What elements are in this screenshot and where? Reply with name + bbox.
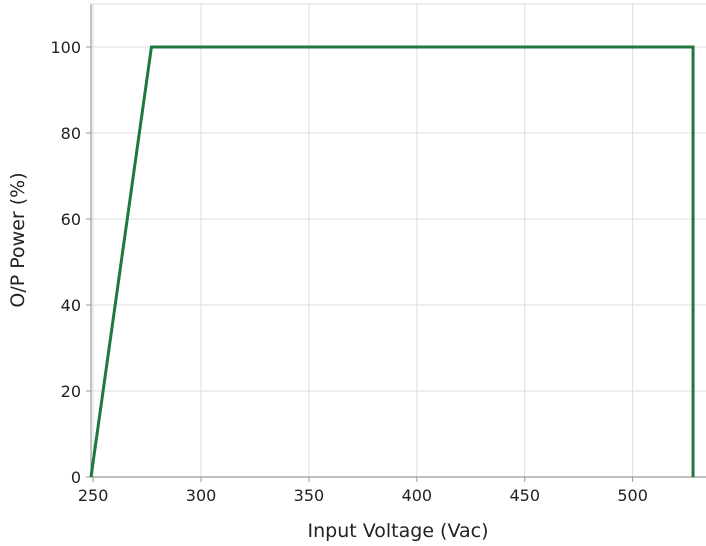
tick-labels: 250 300 350 400 450 500 0 20 40 60 80 100: [50, 38, 647, 505]
grid-lines: [91, 4, 706, 478]
y-tick-label: 20: [61, 382, 81, 401]
x-tick-label: 450: [509, 486, 540, 505]
x-tick-label: 500: [617, 486, 648, 505]
y-tick-label: 60: [61, 210, 81, 229]
x-tick-label: 350: [294, 486, 325, 505]
y-tick-label: 80: [61, 124, 81, 143]
x-tick-label: 400: [402, 486, 433, 505]
x-axis-title: Input Voltage (Vac): [308, 520, 489, 542]
y-tick-label: 100: [50, 38, 81, 57]
axes: [86, 3, 706, 482]
y-axis-title: O/P Power (%): [7, 172, 29, 307]
y-tick-label: 40: [61, 296, 81, 315]
x-tick-label: 250: [78, 486, 109, 505]
series-layer: [89, 45, 695, 478]
series-line: [89, 45, 695, 478]
y-tick-label: 0: [71, 468, 81, 487]
x-tick-label: 300: [186, 486, 217, 505]
